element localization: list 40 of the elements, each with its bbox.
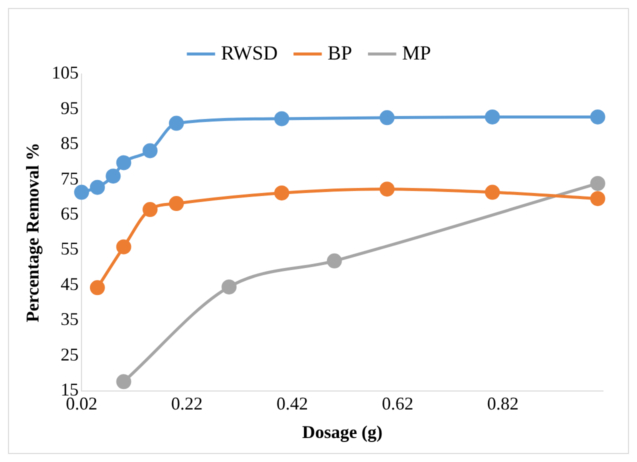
y-tick-label: 105 bbox=[52, 62, 79, 83]
point bbox=[90, 280, 105, 296]
point bbox=[590, 191, 606, 206]
point bbox=[326, 253, 342, 268]
y-tick-label: 45 bbox=[60, 274, 79, 294]
point bbox=[74, 184, 90, 200]
x-tick-label: 0.62 bbox=[382, 393, 414, 414]
legend-label: RWSD bbox=[220, 42, 278, 64]
point bbox=[142, 202, 158, 218]
point bbox=[142, 143, 158, 158]
point bbox=[116, 374, 132, 390]
y-tick-label: 35 bbox=[60, 309, 79, 330]
x-tick-label: 0.82 bbox=[487, 393, 519, 414]
point bbox=[116, 239, 132, 254]
x-axis-title: Dosage (g) bbox=[302, 422, 383, 442]
point bbox=[222, 279, 237, 294]
point bbox=[380, 110, 395, 126]
point bbox=[484, 184, 500, 200]
y-tick-label: 95 bbox=[60, 98, 79, 118]
y-tick-label: 55 bbox=[60, 238, 79, 259]
y-tick-label: 65 bbox=[60, 204, 79, 224]
point bbox=[90, 180, 105, 195]
x-tick-label: 0.22 bbox=[171, 393, 203, 414]
point bbox=[274, 185, 290, 200]
legend-label: MP bbox=[402, 42, 432, 64]
y-axis-title: Percentage Removal % bbox=[22, 142, 42, 322]
point bbox=[106, 168, 121, 184]
point bbox=[590, 109, 606, 124]
y-tick-label: 75 bbox=[60, 168, 79, 188]
x-tick-label: 0.42 bbox=[276, 393, 308, 414]
y-tick-label: 25 bbox=[60, 344, 79, 364]
point bbox=[380, 182, 395, 197]
legend-label: BP bbox=[328, 42, 352, 64]
y-tick-label: 85 bbox=[60, 133, 79, 154]
point bbox=[116, 155, 132, 170]
point bbox=[168, 196, 184, 212]
point bbox=[590, 176, 606, 191]
point bbox=[168, 116, 184, 131]
point bbox=[484, 109, 500, 124]
point bbox=[274, 111, 290, 126]
